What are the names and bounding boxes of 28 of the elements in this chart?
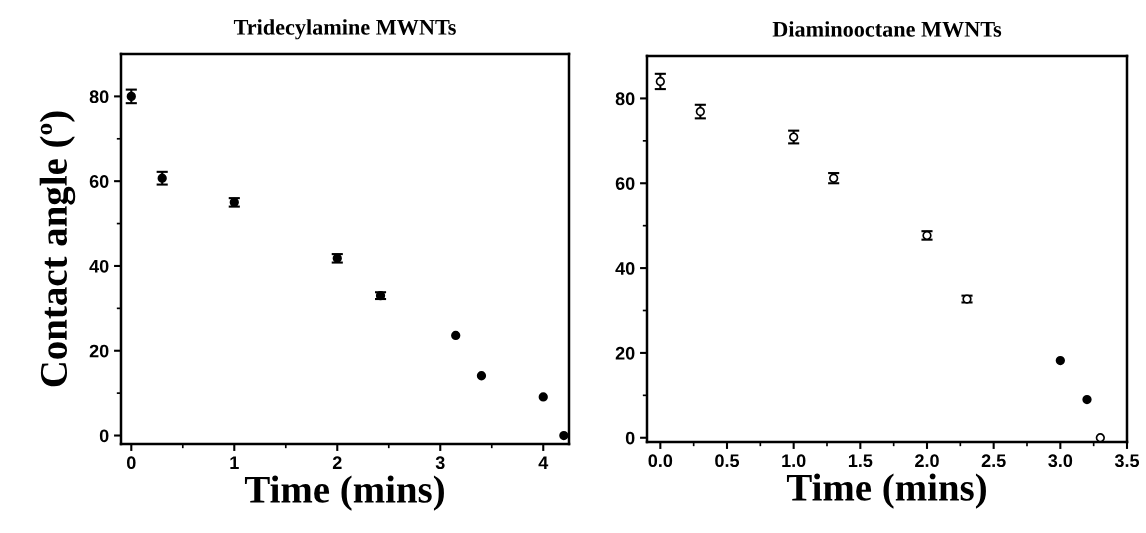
chart-title: Diaminooctane MWNTs xyxy=(772,21,1002,37)
x-axis-title: Time (mins) xyxy=(244,475,444,511)
x-tick-label: 4 xyxy=(538,456,549,469)
x-tick-label: 3.5 xyxy=(1114,454,1140,468)
x-axis-title: Time (mins) xyxy=(786,473,986,509)
y-axis-title: Contact angle (º) xyxy=(39,111,76,387)
y-tick-label: 0 xyxy=(99,429,109,443)
x-tick-label: 0.5 xyxy=(715,454,740,468)
y-tick-label: 0 xyxy=(625,431,635,445)
x-tick-label: 0.0 xyxy=(648,454,673,468)
x-tick-label: 1.5 xyxy=(848,454,873,468)
y-tick-label: 20 xyxy=(615,346,635,360)
chart-title: Tridecylamine MWNTs xyxy=(233,19,456,40)
y-tick-label: 60 xyxy=(615,177,635,190)
y-tick-label: 20 xyxy=(89,344,109,358)
y-tick-label: 80 xyxy=(615,92,635,106)
x-tick-label: 1.0 xyxy=(782,454,806,468)
y-tick-label: 40 xyxy=(89,259,109,273)
x-tick-label: 0 xyxy=(126,456,136,470)
y-tick-label: 40 xyxy=(615,262,635,275)
y-tick-label: 60 xyxy=(89,175,109,188)
x-tick-label: 2 xyxy=(332,456,342,469)
x-tick-label: 2.5 xyxy=(981,454,1006,468)
y-tick-label: 80 xyxy=(89,90,109,104)
x-tick-label: 1 xyxy=(230,456,239,469)
x-tick-label: 2.0 xyxy=(915,454,939,468)
x-tick-label: 3 xyxy=(435,456,445,470)
x-tick-label: 3.0 xyxy=(1048,454,1073,468)
